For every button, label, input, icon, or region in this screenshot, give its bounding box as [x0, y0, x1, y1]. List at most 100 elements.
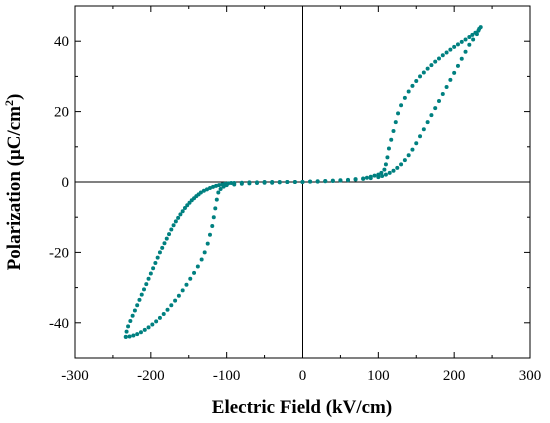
data-point [169, 303, 174, 308]
data-point [224, 183, 229, 188]
y-tick-label: 0 [62, 175, 70, 191]
data-point [146, 325, 151, 330]
data-point [180, 209, 185, 214]
data-point [376, 172, 381, 177]
data-point [124, 329, 129, 334]
data-point [368, 174, 373, 179]
data-point [207, 185, 212, 190]
data-point [429, 113, 434, 118]
data-point [182, 206, 187, 211]
data-point [167, 232, 172, 237]
data-point [277, 180, 282, 185]
data-point [391, 128, 396, 133]
data-point [214, 183, 219, 188]
data-point [463, 37, 468, 42]
data-point [383, 162, 388, 167]
data-point [429, 63, 434, 68]
data-point [364, 175, 369, 180]
data-point [146, 276, 151, 281]
data-point [221, 184, 226, 189]
data-point [132, 308, 137, 313]
data-point [379, 170, 384, 175]
data-point [395, 165, 400, 170]
data-point [128, 319, 133, 324]
data-point [160, 245, 165, 250]
data-point [216, 190, 221, 195]
data-point [176, 215, 181, 220]
data-point [444, 84, 449, 89]
y-tick-label: 20 [54, 105, 69, 121]
data-point [199, 257, 204, 262]
data-point [410, 147, 415, 152]
data-point [387, 170, 392, 175]
data-point [201, 188, 206, 193]
data-point [211, 184, 216, 189]
data-point [452, 70, 457, 75]
data-point [198, 190, 203, 195]
x-tick-label: 200 [443, 368, 466, 384]
y-axis-title-close: ) [4, 94, 25, 100]
data-point [169, 227, 174, 232]
data-point [463, 49, 468, 54]
data-point [467, 42, 472, 47]
data-point [470, 32, 475, 37]
data-point [210, 224, 215, 228]
data-point [476, 28, 481, 33]
data-point [218, 187, 223, 192]
data-point [202, 250, 207, 255]
data-point [410, 83, 415, 88]
data-point [338, 178, 343, 183]
data-point [171, 223, 176, 228]
data-point [471, 37, 476, 42]
data-point [161, 312, 166, 316]
data-point [433, 59, 438, 64]
data-point [180, 288, 185, 293]
data-point [433, 106, 438, 111]
data-point [380, 174, 385, 179]
data-point [396, 111, 401, 116]
data-point [300, 180, 305, 184]
data-point [255, 181, 259, 186]
data-point [211, 215, 216, 220]
data-point [217, 183, 222, 188]
data-point [285, 180, 290, 184]
data-point [323, 178, 328, 183]
data-point [402, 158, 407, 163]
data-point [144, 282, 149, 287]
data-point [386, 146, 391, 151]
data-point [383, 172, 388, 177]
data-point [247, 181, 252, 186]
y-tick-label: 40 [54, 34, 69, 50]
data-point [262, 180, 267, 185]
data-point [406, 89, 411, 94]
data-point [425, 120, 430, 125]
data-point [188, 276, 193, 281]
data-point [382, 167, 387, 172]
data-point [402, 95, 407, 100]
data-point [444, 50, 449, 55]
y-tick-label: -20 [49, 245, 69, 261]
data-point [385, 155, 390, 160]
data-point [176, 293, 181, 298]
data-point [155, 255, 160, 260]
data-point [214, 197, 219, 202]
data-point [151, 266, 156, 271]
y-axis-title-main: Polarization (μC/cm [4, 106, 25, 270]
data-point [148, 271, 153, 276]
data-point [346, 177, 350, 182]
data-point [473, 30, 478, 35]
data-point [414, 78, 419, 83]
data-point [207, 232, 212, 237]
data-point [478, 25, 483, 30]
data-point [389, 137, 394, 142]
data-point [459, 56, 464, 61]
data-point [372, 173, 377, 178]
data-point [173, 298, 178, 303]
data-point [452, 44, 457, 49]
x-axis-title: Electric Field (kV/cm) [212, 397, 392, 418]
x-tick-label: 0 [299, 368, 307, 384]
data-point [292, 180, 297, 184]
data-point [437, 99, 441, 104]
